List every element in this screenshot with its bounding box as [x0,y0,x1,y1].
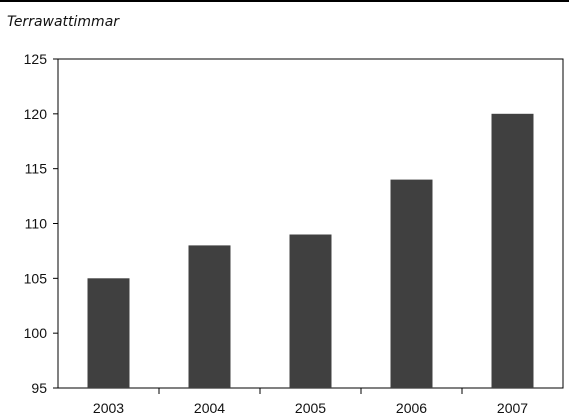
bar-2005 [289,234,332,388]
plot-area: 95 100 105 110 115 120 125 2003 2004 2005 2006 2007 [24,51,564,416]
y-tick-label: 110 [25,216,48,232]
y-tick-label: 95 [31,380,47,396]
x-tick-label: 2005 [295,400,326,416]
y-tick-label: 105 [24,270,48,286]
top-rule [0,0,569,2]
y-tick-label: 115 [25,161,48,177]
bar-2007 [491,113,534,389]
x-tick-label: 2003 [93,400,124,416]
x-tick-label: 2006 [396,400,427,416]
y-tick-label: 100 [24,325,48,341]
y-tick-label: 120 [24,106,48,122]
x-tick-label: 2007 [497,400,528,416]
bar-2003 [87,278,130,388]
y-tick-label: 125 [24,51,48,67]
bar-2006 [390,179,433,388]
y-axis-unit-label: Terrawattimmar [7,14,120,30]
bar-2004 [188,245,231,388]
x-tick-label: 2004 [194,400,225,416]
